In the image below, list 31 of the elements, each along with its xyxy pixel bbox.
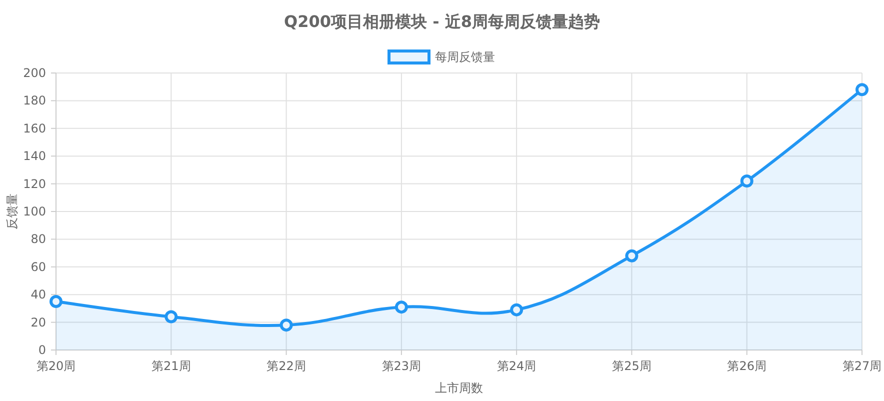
point <box>510 303 524 316</box>
y-tick-label: 180 <box>23 94 46 108</box>
x-tick-label: 第22周 <box>266 359 306 373</box>
y-tick-label: 100 <box>23 204 46 218</box>
point <box>625 249 638 262</box>
legend-label: 每周反馈量 <box>435 50 495 64</box>
x-tick-label: 第23周 <box>382 359 422 373</box>
y-tick-label: 20 <box>30 315 46 330</box>
y-tick-label: 40 <box>30 288 46 302</box>
x-tick-label: 第26周 <box>727 359 766 373</box>
chart-title: Q200项目相册模块 - 近8周每周反馈量趋势 <box>284 12 600 31</box>
y-tick-label: 0 <box>38 343 46 357</box>
point <box>50 295 62 308</box>
x-tick-label: 第24周 <box>496 359 536 373</box>
y-tick-label: 120 <box>23 176 46 191</box>
x-tick-label: 第21周 <box>152 359 191 373</box>
y-tick-label: 160 <box>23 121 46 136</box>
point <box>164 310 178 324</box>
x-tick-label: 第20周 <box>36 359 76 373</box>
x-tick-label: 第25周 <box>612 359 652 373</box>
y-tick-label: 60 <box>30 260 46 274</box>
point <box>280 318 293 332</box>
x-axis-title: 上市周数 <box>435 381 483 395</box>
point <box>394 300 408 314</box>
x-tick-label: 第27周 <box>842 359 882 373</box>
y-tick-label: 200 <box>23 66 46 80</box>
y-tick-label: 80 <box>30 232 46 246</box>
y-tick-label: 140 <box>23 149 46 164</box>
point <box>740 174 754 188</box>
y-axis-title: 反馈量 <box>5 194 19 230</box>
point <box>856 83 868 96</box>
